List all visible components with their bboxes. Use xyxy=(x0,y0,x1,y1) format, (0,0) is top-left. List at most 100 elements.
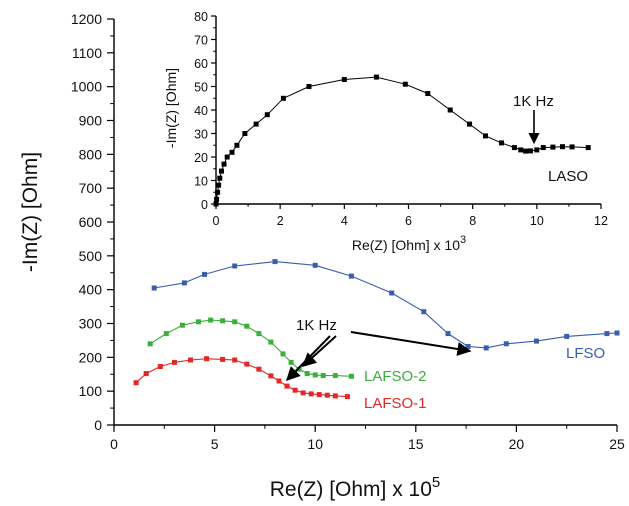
x-tick-label: 4 xyxy=(341,214,348,228)
main-series xyxy=(133,259,620,400)
x-tick-label: 25 xyxy=(609,436,625,452)
data-point-lafso-2 xyxy=(348,373,354,379)
data-point-laso xyxy=(402,81,408,87)
data-point-lafso-1 xyxy=(157,364,163,369)
data-point-laso xyxy=(234,142,240,148)
data-point-laso xyxy=(224,154,230,160)
x-tick-label: 20 xyxy=(509,436,525,452)
data-point-lafso-1 xyxy=(300,390,306,396)
data-point-laso xyxy=(306,84,312,89)
data-point-lfso xyxy=(181,280,187,286)
x-axis-label-text: Re(Z) [Ohm] x 10 xyxy=(352,237,460,253)
data-point-lafso-2 xyxy=(196,319,201,325)
data-point-laso xyxy=(216,182,222,188)
y-tick-label: 800 xyxy=(79,146,103,162)
data-point-lfso xyxy=(564,333,570,339)
data-point-lfso xyxy=(614,330,620,336)
data-point-lafso-2 xyxy=(312,372,318,378)
x-tick-label: 2 xyxy=(277,214,284,228)
data-point-lfso xyxy=(445,331,451,337)
x-axis-label-exponent: 3 xyxy=(460,234,466,246)
y-tick-label: 70 xyxy=(194,34,208,48)
data-point-laso xyxy=(523,148,529,154)
data-point-laso xyxy=(467,121,472,127)
y-tick-label: 50 xyxy=(194,81,208,95)
x-tick-label: 10 xyxy=(307,436,323,452)
data-point-lafso-1 xyxy=(171,359,177,365)
data-point-laso xyxy=(534,147,540,153)
y-tick-label: 500 xyxy=(79,248,103,264)
data-point-lfso xyxy=(348,273,354,279)
inset-series xyxy=(213,74,591,207)
data-point-lfso xyxy=(465,344,471,349)
data-point-lafso-2 xyxy=(288,359,294,365)
data-point-laso xyxy=(217,175,223,181)
x-axis-label-exponent: 5 xyxy=(432,474,440,491)
data-point-laso xyxy=(550,144,556,150)
data-point-lafso-2 xyxy=(147,341,153,347)
data-point-laso xyxy=(447,107,453,113)
arrow-1khz-to-lafso-2 xyxy=(301,335,337,367)
series-line-lafso-1 xyxy=(135,358,348,398)
data-point-lafso-2 xyxy=(268,339,274,345)
y-tick-label: 1000 xyxy=(71,79,102,95)
y-tick-label: 200 xyxy=(79,349,103,365)
y-tick-label: 1200 xyxy=(71,11,102,27)
y-tick-label: 400 xyxy=(79,282,103,298)
y-tick-label: 700 xyxy=(79,180,103,196)
series-line-lfso xyxy=(154,261,618,349)
data-point-lafso-2 xyxy=(320,373,326,379)
data-point-laso xyxy=(511,145,517,151)
data-point-lafso-2 xyxy=(179,322,185,328)
y-axis-label: -Im(Z) [Ohm] xyxy=(19,152,42,272)
y-tick-label: 40 xyxy=(194,104,208,118)
data-point-lafso-1 xyxy=(188,357,193,363)
x-tick-label: 10 xyxy=(530,214,544,228)
y-tick-label: 100 xyxy=(79,383,103,399)
data-point-lafso-1 xyxy=(256,366,262,372)
data-point-lafso-1 xyxy=(324,392,330,398)
y-tick-label: 0 xyxy=(201,198,208,212)
y-tick-label: 30 xyxy=(194,128,208,142)
data-point-laso xyxy=(229,149,235,155)
data-point-lafso-2 xyxy=(256,331,262,337)
x-tick-label: 0 xyxy=(213,214,220,228)
x-tick-label: 5 xyxy=(211,436,219,452)
x-axis-label: Re(Z) [Ohm] x 103 xyxy=(352,234,466,253)
data-point-laso xyxy=(373,74,379,80)
data-point-lafso-2 xyxy=(220,318,226,324)
data-point-lafso-1 xyxy=(308,391,314,397)
data-point-lafso-2 xyxy=(232,319,238,325)
legend-label-lfso: LFSO xyxy=(566,345,605,362)
data-point-lfso xyxy=(421,309,427,315)
data-point-laso xyxy=(242,131,248,136)
x-axis-label: Re(Z) [Ohm] x 105 xyxy=(270,474,441,501)
y-tick-label: 900 xyxy=(79,113,103,129)
data-point-lfso xyxy=(604,331,610,337)
data-point-lafso-2 xyxy=(332,373,338,379)
data-point-lafso-1 xyxy=(143,371,149,377)
data-point-lafso-1 xyxy=(244,361,250,367)
data-point-lafso-2 xyxy=(304,371,310,377)
arrow-1khz-to-lafso-1 xyxy=(286,335,331,382)
data-point-laso xyxy=(253,121,259,127)
data-point-lafso-1 xyxy=(133,380,139,386)
data-point-lafso-2 xyxy=(244,323,250,329)
x-tick-label: 0 xyxy=(110,436,118,452)
data-point-laso xyxy=(527,148,533,154)
data-point-lafso-1 xyxy=(292,387,298,393)
data-point-laso xyxy=(214,196,220,202)
data-point-laso xyxy=(215,189,221,195)
data-point-laso xyxy=(219,168,224,174)
data-point-lafso-1 xyxy=(204,356,210,362)
data-point-laso xyxy=(280,95,286,101)
y-tick-label: 1100 xyxy=(72,45,102,61)
legend-label-lafso-2: LAFSO-2 xyxy=(364,368,427,385)
data-point-lafso-1 xyxy=(276,378,282,384)
data-point-lafso-1 xyxy=(332,393,338,399)
data-point-lafso-1 xyxy=(220,356,226,362)
data-point-lafso-2 xyxy=(280,351,286,357)
data-point-lfso xyxy=(312,262,318,268)
